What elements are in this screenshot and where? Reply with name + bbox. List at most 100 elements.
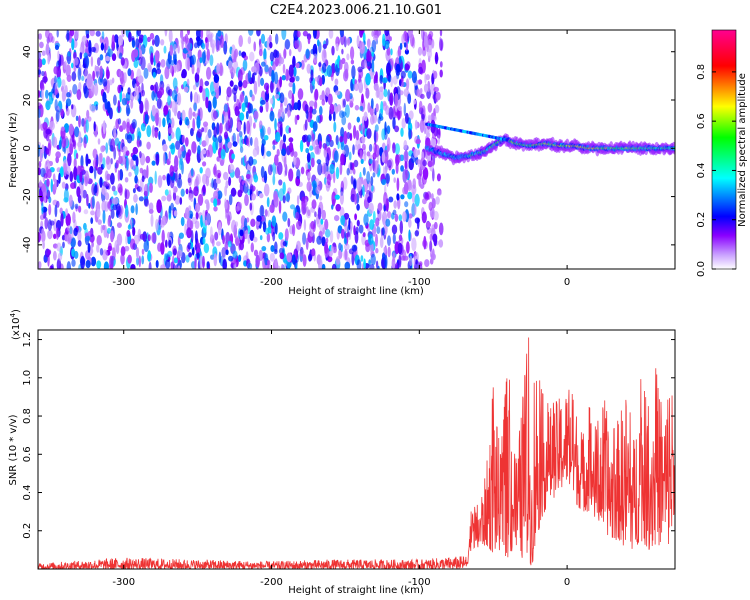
- heatmap-cell: [97, 57, 101, 67]
- heatmap-cell: [274, 154, 279, 166]
- heatmap-cell: [107, 217, 111, 227]
- heatmap-cell: [393, 177, 397, 184]
- heatmap-cell: [399, 79, 402, 87]
- heatmap-cell: [95, 30, 101, 37]
- heatmap-cell: [233, 84, 238, 92]
- heatmap-cell: [218, 251, 222, 264]
- heatmap-cell: [269, 110, 275, 122]
- heatmap-cell: [126, 134, 133, 144]
- heatmap-cell: [45, 100, 51, 111]
- heatmap-cell: [113, 197, 119, 205]
- heatmap-cell: [377, 265, 380, 269]
- heatmap-cell: [168, 151, 171, 162]
- heatmap-cell: [86, 73, 93, 88]
- heatmap-cell: [126, 107, 131, 115]
- heatmap-cell: [295, 262, 298, 269]
- heatmap-cell: [238, 80, 243, 88]
- heatmap-cell: [263, 183, 270, 197]
- heatmap-cell: [101, 200, 107, 213]
- heatmap-cell: [57, 50, 60, 61]
- heatmap-cell: [438, 239, 444, 248]
- heatmap-cell: [214, 231, 219, 241]
- heatmap-cell: [133, 90, 140, 101]
- heatmap-cell: [403, 42, 407, 48]
- heatmap-cell: [307, 172, 311, 179]
- heatmap-cell: [310, 69, 314, 82]
- heatmap-cell: [171, 100, 176, 113]
- heatmap-cell: [154, 50, 160, 64]
- heatmap-cell: [269, 41, 273, 49]
- heatmap-cell: [419, 119, 425, 133]
- heatmap-cell: [207, 129, 212, 139]
- heatmap-cell: [165, 253, 169, 261]
- heatmap-cell: [293, 102, 299, 111]
- heatmap-cell: [291, 93, 295, 107]
- heatmap-cell: [173, 257, 178, 264]
- heatmap-cell: [266, 232, 271, 243]
- heatmap-cell: [284, 107, 288, 114]
- heatmap-cell: [96, 260, 102, 269]
- heatmap-cell: [73, 227, 78, 237]
- heatmap-cell: [346, 231, 350, 238]
- heatmap-cell: [328, 30, 334, 39]
- heatmap-cell: [259, 204, 265, 218]
- heatmap-cell: [312, 43, 318, 57]
- heatmap-cell: [399, 42, 403, 50]
- heatmap-cell: [322, 62, 327, 73]
- heatmap-cell: [133, 164, 136, 170]
- heatmap-cell: [239, 112, 245, 121]
- heatmap-cell: [97, 166, 103, 175]
- heatmap-cell: [409, 255, 413, 267]
- heatmap-cell: [272, 231, 276, 242]
- heatmap-cell: [126, 230, 131, 237]
- heatmap-cell: [139, 167, 144, 174]
- heatmap-cell: [359, 41, 366, 54]
- heatmap-cell: [340, 153, 345, 166]
- heatmap-cell: [241, 93, 244, 101]
- heatmap-cell: [99, 176, 103, 188]
- heatmap-cell: [72, 84, 78, 95]
- heatmap-cell: [199, 57, 203, 64]
- heatmap-cell: [327, 93, 333, 106]
- heatmap-cell: [144, 114, 149, 125]
- heatmap-cell: [258, 120, 263, 130]
- heatmap-cell: [244, 194, 249, 206]
- heatmap-cell: [196, 115, 201, 129]
- heatmap-cell: [216, 62, 220, 75]
- heatmap-cell: [47, 229, 53, 240]
- heatmap-cell: [351, 244, 358, 252]
- heatmap-cell: [227, 240, 232, 248]
- heatmap-cell: [253, 174, 259, 183]
- heatmap-cell: [343, 98, 346, 108]
- heatmap-cell: [274, 258, 278, 268]
- heatmap-cell: [221, 247, 226, 261]
- heatmap-cell: [400, 127, 404, 137]
- heatmap-cell: [319, 223, 325, 232]
- heatmap-cell: [139, 100, 144, 114]
- heatmap-cell: [118, 155, 123, 165]
- heatmap-cell: [302, 254, 307, 267]
- colorbar-gradient: [711, 29, 737, 270]
- heatmap-cell: [78, 115, 81, 128]
- heatmap-cell: [434, 104, 440, 114]
- heatmap-cell: [85, 153, 89, 167]
- heatmap-cell: [140, 123, 146, 132]
- heatmap-cell: [346, 53, 350, 61]
- heatmap-cell: [306, 134, 312, 143]
- heatmap-cell: [151, 232, 157, 244]
- heatmap-cell: [132, 154, 137, 161]
- heatmap-cell: [100, 145, 105, 153]
- heatmap-cell: [47, 249, 52, 256]
- heatmap-cell: [419, 87, 423, 94]
- heatmap-cell: [382, 252, 386, 260]
- heatmap-cell: [123, 72, 127, 84]
- heatmap-cell: [66, 233, 72, 245]
- heatmap-cell: [335, 166, 340, 180]
- heatmap-cell: [56, 242, 62, 252]
- heatmap-cell: [258, 48, 263, 57]
- heatmap-cell: [60, 212, 64, 227]
- heatmap-cell: [335, 256, 341, 265]
- colorbar-tick-label: 0.6: [696, 113, 707, 129]
- heatmap-cell: [69, 30, 75, 37]
- heatmap-cell: [250, 242, 254, 253]
